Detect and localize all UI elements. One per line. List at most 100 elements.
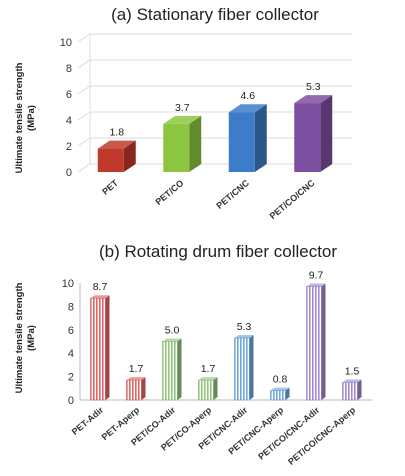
bar-pet-cnc-aperp <box>270 387 290 401</box>
y-tick-label: 8 <box>66 63 72 75</box>
y-tick-label: 8 <box>68 301 74 313</box>
chart-b: (b) Rotating drum fiber collector Ultima… <box>14 242 372 467</box>
bar-pet-co <box>163 115 202 172</box>
chart-a-category-labels: PET PET/CO PET/CNC PET/CO/CNC <box>100 178 317 222</box>
chart-a-ylabel-line1: Ultimate tensile strength <box>14 62 25 173</box>
data-label: 5.3 <box>306 81 321 93</box>
bar-top <box>198 377 218 381</box>
bar-outline <box>198 379 214 401</box>
bar-front <box>306 286 322 400</box>
bar-side <box>177 338 182 400</box>
bar-outline <box>306 286 322 401</box>
gridline-depth <box>77 137 91 147</box>
bar-front <box>126 380 142 400</box>
chart-b-ylabel-line1: Ultimate tensile strength <box>14 282 25 393</box>
y-tick-label: 0 <box>68 395 74 407</box>
bar-outline <box>126 379 142 401</box>
bar-top <box>228 104 267 113</box>
chart-a-title: (a) Stationary fiber collector <box>111 5 319 24</box>
bar-side <box>357 379 362 400</box>
bar-front <box>163 123 190 172</box>
chart-b-ylabel: Ultimate tensile strength (MPa) <box>14 282 37 393</box>
bar-pet-aperp <box>126 377 146 401</box>
bar-top <box>294 95 333 104</box>
category-label: PET/CO/CNC-Aperp <box>286 405 358 467</box>
bar-pet-cnc-adir <box>234 334 254 401</box>
bar-side <box>189 115 202 172</box>
bar-top <box>342 379 362 383</box>
bar-pet-co-cnc-aperp <box>342 379 362 401</box>
bar-front <box>270 390 286 400</box>
bar-top <box>306 283 326 287</box>
gridline-depth <box>77 59 91 69</box>
data-label: 5.3 <box>237 321 252 333</box>
y-tick-label: 10 <box>62 278 74 290</box>
bar-top <box>90 295 110 299</box>
bar-outline <box>270 390 286 401</box>
bar-front <box>234 337 250 400</box>
y-tick-label: 10 <box>60 37 72 49</box>
chart-a-data-labels: 1.8 3.7 4.6 5.3 <box>109 81 320 139</box>
y-tick-label: 6 <box>68 325 74 337</box>
category-label: PET <box>100 178 120 197</box>
y-tick-label: 2 <box>68 372 74 384</box>
gridline-depth <box>77 85 91 95</box>
bar-side <box>213 377 218 400</box>
bar-outline <box>234 337 250 401</box>
bar-pet-cnc <box>228 104 267 172</box>
bar-pet-co-cnc-adir <box>306 283 326 401</box>
gridline-depth <box>77 33 91 43</box>
chart-a: (a) Stationary fiber collector Ultimate … <box>14 5 352 221</box>
bar-top <box>234 334 254 338</box>
category-label: PET/CO/CNC <box>268 178 317 222</box>
bar-side <box>254 104 267 172</box>
bar-front <box>162 341 178 400</box>
data-label: 8.7 <box>93 281 108 293</box>
data-label: 4.6 <box>240 90 255 102</box>
y-tick-label: 6 <box>66 89 72 101</box>
bar-side <box>105 295 110 400</box>
data-label: 3.7 <box>175 102 190 114</box>
y-tick-label: 4 <box>68 348 74 360</box>
bar-side <box>285 387 290 400</box>
bar-front <box>342 382 358 400</box>
bar-pet <box>97 140 136 172</box>
bar-front <box>97 148 124 172</box>
data-label: 1.7 <box>129 363 144 375</box>
data-label: 1.7 <box>201 363 216 375</box>
chart-b-data-labels: 8.7 1.7 5.0 1.7 5.3 0.8 9.7 1.5 <box>93 270 360 386</box>
chart-a-ylabel-line2: (MPa) <box>26 105 37 131</box>
chart-a-yticks: 0 2 4 6 8 10 <box>60 37 72 179</box>
bar-front <box>294 103 321 172</box>
bar-side <box>123 140 136 172</box>
y-tick-label: 0 <box>66 167 72 179</box>
gridline-depth <box>77 163 91 173</box>
bar-top <box>162 338 182 342</box>
chart-b-ylabel-line2: (MPa) <box>26 325 37 351</box>
chart-a-bars <box>97 95 333 172</box>
chart-b-category-labels: PET-AdirPET-AperpPET/CO-AdirPET/CO-Aperp… <box>70 405 358 467</box>
bar-side <box>321 283 326 400</box>
data-label: 5.0 <box>165 325 180 337</box>
bar-outline <box>162 341 178 401</box>
bar-pet-adir <box>90 295 110 401</box>
chart-b-bars <box>90 283 362 401</box>
bar-front <box>228 112 255 172</box>
chart-b-title: (b) Rotating drum fiber collector <box>99 242 337 261</box>
bar-top <box>97 140 136 149</box>
data-label: 1.8 <box>109 127 124 139</box>
bar-outline <box>342 382 358 401</box>
bar-front <box>198 380 214 400</box>
category-label: PET-Adir <box>70 405 106 437</box>
y-tick-label: 4 <box>66 115 72 127</box>
category-label: PET/CO/CNC-Adir <box>256 405 321 462</box>
data-label: 1.5 <box>345 365 360 377</box>
bar-top <box>270 387 290 391</box>
category-label: PET/CO <box>153 178 185 207</box>
data-label: 0.8 <box>273 374 288 386</box>
bar-side <box>249 334 254 400</box>
bar-top <box>126 377 146 381</box>
bar-pet-co-cnc <box>294 95 333 172</box>
category-label: PET/CNC <box>214 178 251 211</box>
chart-b-yticks: 0 2 4 6 8 10 <box>62 278 74 407</box>
